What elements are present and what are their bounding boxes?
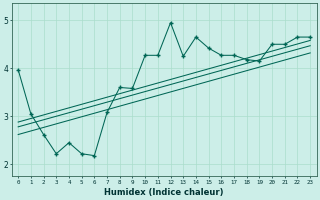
X-axis label: Humidex (Indice chaleur): Humidex (Indice chaleur) [104,188,224,197]
